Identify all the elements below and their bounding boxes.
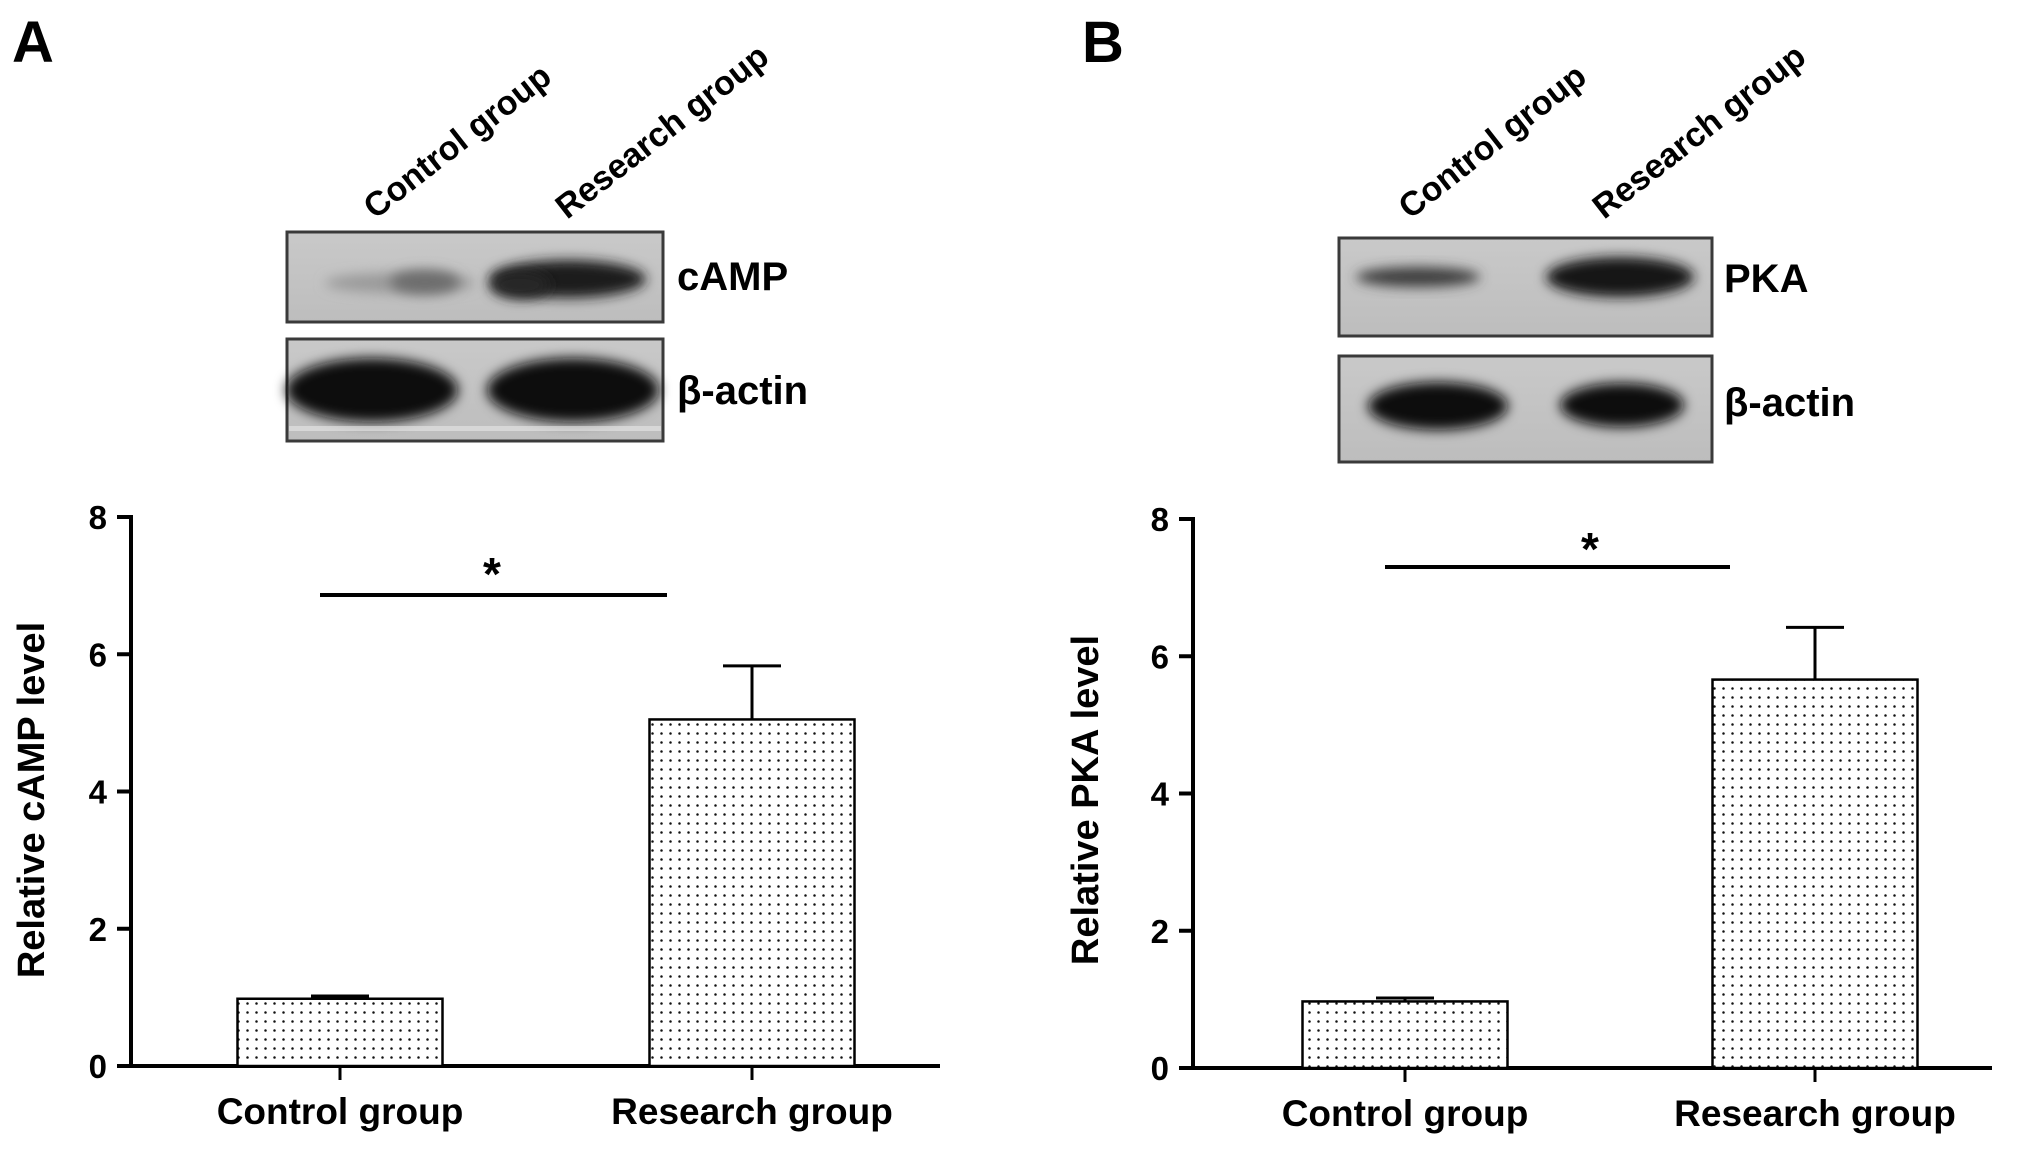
panel-b-bar-control	[1301, 1000, 1509, 1070]
panel-b-y-tick-label: 6	[1151, 638, 1169, 675]
panel-b-y-tick-label: 0	[1151, 1050, 1169, 1087]
panel-a-y-tick-label: 8	[89, 499, 107, 536]
panel-a-x-category-label: Research group	[611, 1091, 893, 1132]
panel-b: B Control group Research group PKA β-act…	[1065, 10, 1992, 1134]
panel-a: A Control group Research group cAMP β-ac…	[11, 10, 940, 1132]
panel-b-blot-pka	[1337, 236, 1714, 338]
panel-b-bar-chart: 0 2 4 6 8 Control group Research group Relativ…	[1065, 501, 1992, 1134]
panel-a-blot-actin	[285, 337, 665, 443]
panel-b-blot-label-pka: PKA	[1724, 257, 1808, 301]
panel-b-blot-label-actin: β-actin	[1724, 381, 1855, 425]
panel-a-lane-label-research: Research group	[549, 37, 776, 226]
panel-a-significance-star: *	[483, 548, 501, 600]
panel-b-y-tick-label: 8	[1151, 501, 1169, 538]
panel-b-blot-actin	[1337, 354, 1714, 464]
panel-a-y-tick-label: 6	[89, 636, 107, 673]
panel-b-lane-label-research: Research group	[1586, 37, 1813, 226]
panel-a-x-category-label: Control group	[217, 1091, 464, 1132]
panel-a-bar-research	[648, 718, 856, 1068]
panel-a-y-tick-label: 4	[89, 774, 108, 811]
panel-b-letter: B	[1082, 10, 1124, 75]
panel-b-x-category-label: Research group	[1674, 1093, 1956, 1134]
panel-a-letter: A	[12, 10, 54, 75]
panel-a-y-axis-title: Relative cAMP level	[11, 622, 53, 978]
panel-a-bar-control	[236, 997, 444, 1068]
panel-a-blot-label-actin: β-actin	[677, 369, 808, 413]
panel-b-significance-star: *	[1581, 523, 1599, 575]
panel-a-y-tick-label: 2	[89, 911, 107, 948]
panel-a-bar-chart: 0 2 4 6 8 Control group Research group Relativ…	[11, 499, 940, 1132]
panel-b-y-tick-label: 2	[1151, 913, 1169, 950]
panel-b-y-axis-title: Relative PKA level	[1065, 635, 1107, 965]
panel-b-lane-label-control: Control group	[1392, 57, 1594, 226]
panel-b-x-category-label: Control group	[1282, 1093, 1529, 1134]
panel-a-y-tick-label: 0	[89, 1048, 107, 1085]
panel-a-blot-label-camp: cAMP	[677, 255, 788, 299]
panel-b-bar-research	[1711, 678, 1919, 1070]
panel-a-blot-camp	[285, 230, 665, 324]
panel-b-y-tick-label: 4	[1151, 776, 1170, 813]
panel-a-lane-label-control: Control group	[357, 57, 559, 226]
